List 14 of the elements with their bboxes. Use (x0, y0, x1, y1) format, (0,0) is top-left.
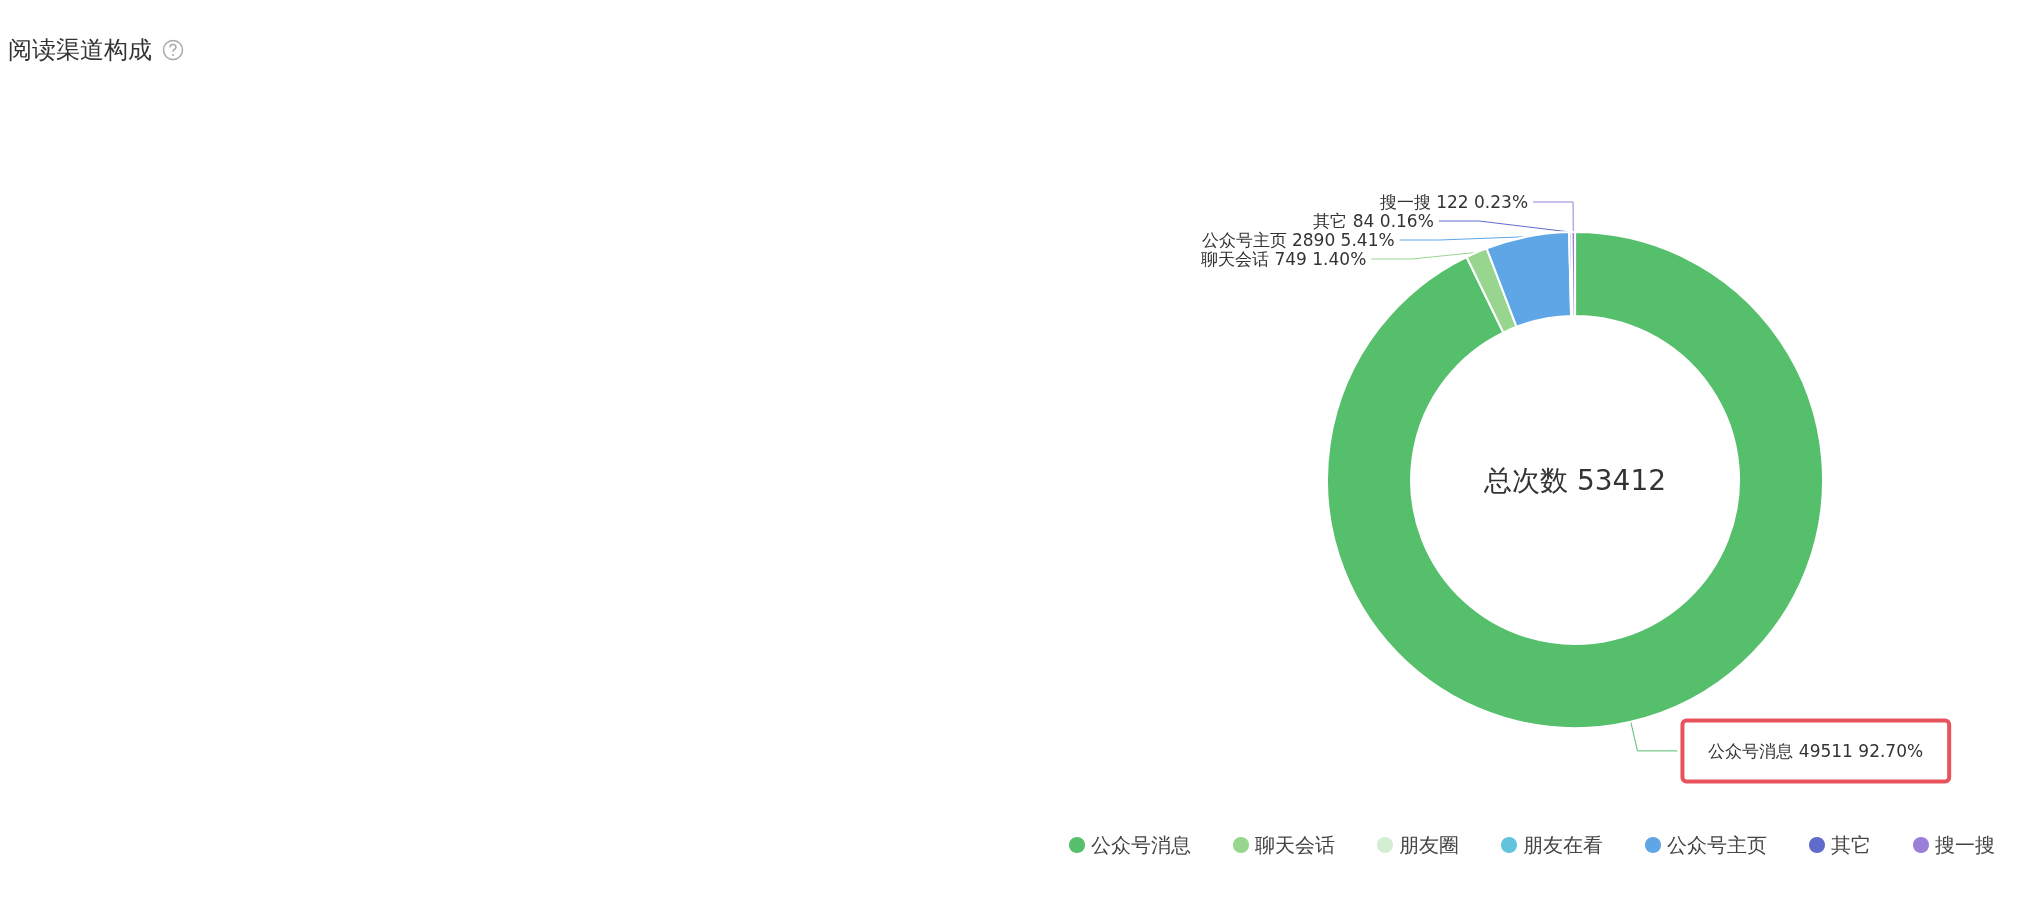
legend-label: 公众号消息 (1091, 833, 1191, 857)
legend-label: 搜一搜 (1935, 833, 1995, 857)
text: 阅读渠道构成 (8, 35, 152, 66)
category-label: 公众号主页 2890 5.41% (1201, 230, 1395, 251)
legend-label: 其它 (1831, 833, 1871, 857)
legend-label: 朋友在看 (1523, 833, 1603, 857)
category-label: 聊天会话 749 1.40% (1201, 249, 1367, 270)
category-label: 搜一搜 122 0.23% (1379, 192, 1529, 213)
text: 总次数 53412 (1483, 463, 1667, 497)
category-label: 公众号消息 49511 92.70% (1708, 740, 1924, 761)
legend-label: 公众号主页 (1667, 833, 1767, 857)
category-label: 其它 84 0.16% (1313, 211, 1434, 232)
legend-label: 聊天会话 (1255, 833, 1335, 857)
legend-label: 朋友圈 (1399, 833, 1459, 857)
